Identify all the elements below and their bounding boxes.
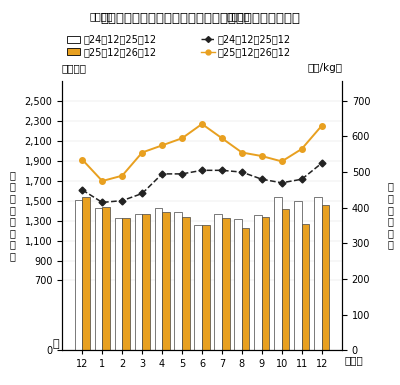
Text: （円/kg）: （円/kg） [307,63,342,73]
Bar [242,228,250,350]
Bar [82,197,90,350]
Bar [194,224,202,350]
Bar [182,217,190,350]
Bar [234,219,242,350]
Bar [314,197,322,350]
Bar [294,201,302,350]
Bar [254,214,262,350]
Text: 〻: 〻 [52,339,59,348]
Text: （
卸
売
価
格
）: （ 卸 売 価 格 ） [387,182,393,249]
Text: （千頭）: （千頭） [62,63,87,73]
Bar [222,218,230,350]
Bar [302,224,309,350]
Bar [115,218,122,350]
Bar [102,207,110,350]
Text: （月）: （月） [345,355,364,365]
Bar [174,212,182,350]
Bar [262,217,270,350]
Bar [75,200,82,350]
Legend: 平24．12～25．12, 平25．12～26．12: 平24．12～25．12, 平25．12～26．12 [201,35,291,57]
Bar [154,208,162,350]
Bar [202,224,210,350]
Bar [142,214,150,350]
Text: と畜頭数: と畜頭数 [90,12,113,22]
Text: 図１　豚と畜頭数及び卸売価格（省令）の推移（全国）: 図１ 豚と畜頭数及び卸売価格（省令）の推移（全国） [100,12,300,25]
Bar [134,214,142,350]
Bar [95,208,102,350]
Text: 卸売価格: 卸売価格 [227,12,250,22]
Bar [162,212,170,350]
Bar [122,218,130,350]
Bar [214,214,222,350]
Bar [282,209,289,350]
Text: と
畜
頭
数
（
千
頭
）: と 畜 頭 数 （ 千 頭 ） [9,170,15,261]
Bar [322,204,329,350]
Bar [274,197,282,350]
